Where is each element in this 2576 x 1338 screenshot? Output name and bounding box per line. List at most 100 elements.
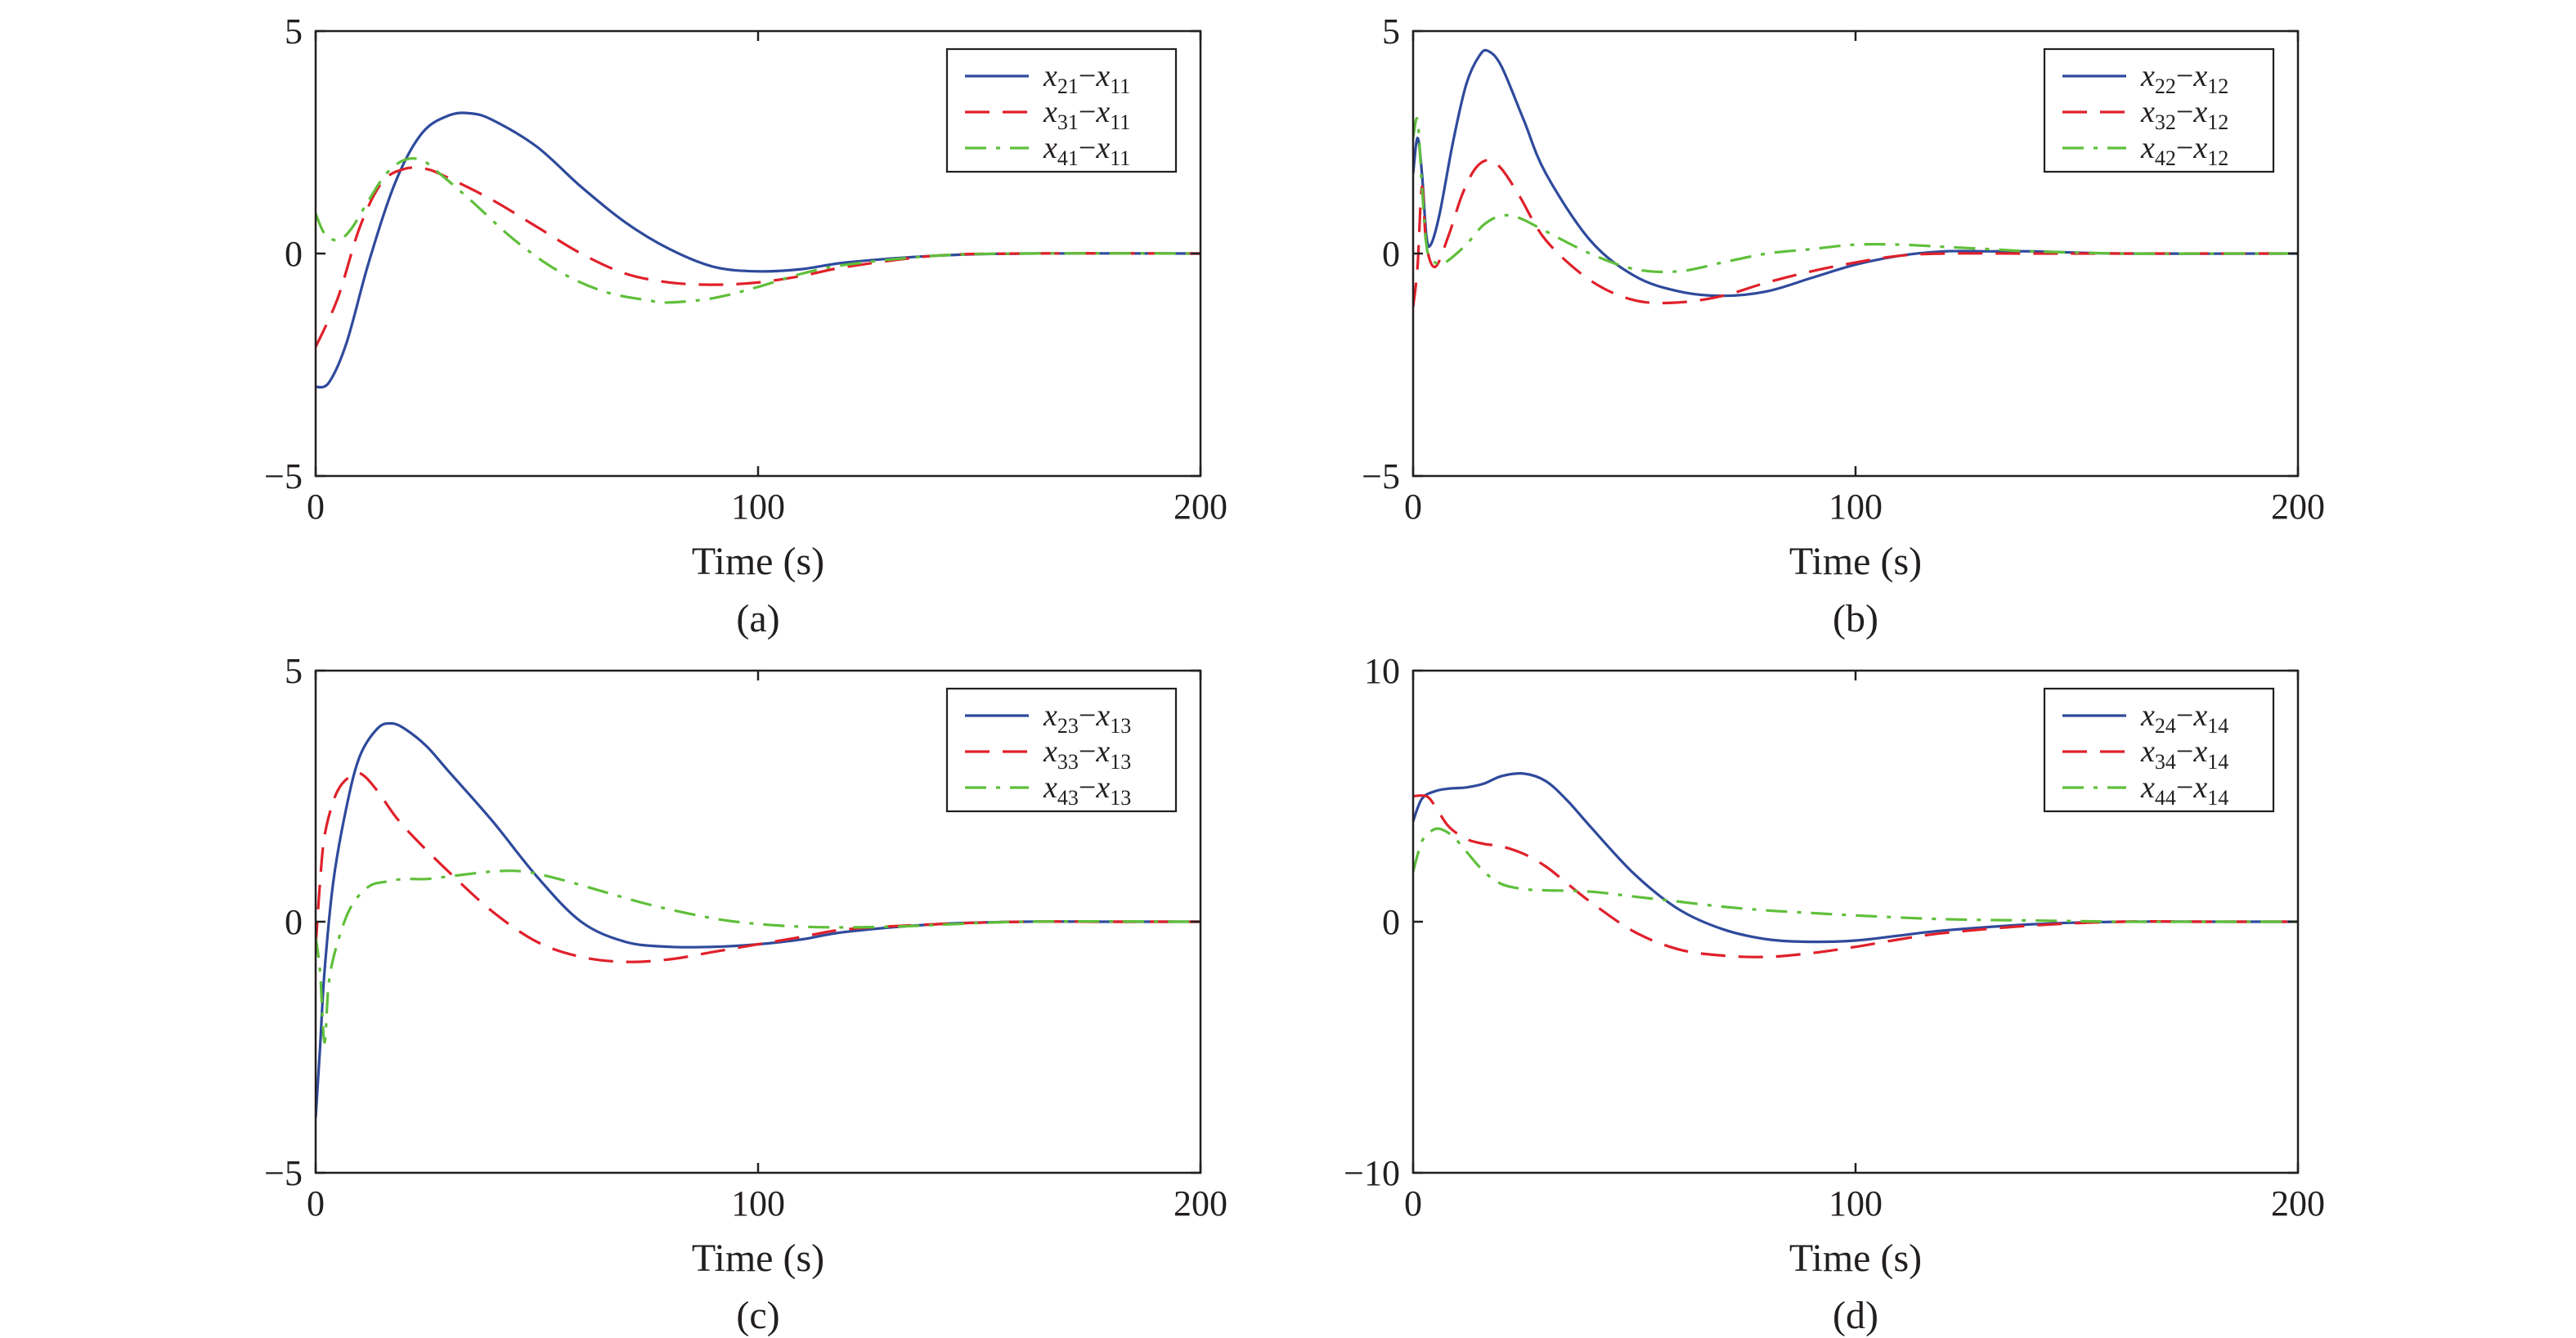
legend-minus: − xyxy=(2176,59,2193,93)
x-tick-label: 200 xyxy=(2271,487,2325,527)
legend-sub: 43 xyxy=(1057,786,1079,810)
x-tick-label: 200 xyxy=(2271,1183,2325,1224)
legend-var: x xyxy=(2192,770,2207,805)
legend-label: x34−x14 xyxy=(2140,734,2228,774)
series-line-2 xyxy=(316,166,1200,348)
y-tick-label: 0 xyxy=(285,234,303,274)
legend-minus: − xyxy=(1079,734,1096,769)
x-tick-label: 0 xyxy=(1404,487,1422,527)
series-line-3 xyxy=(1413,827,2298,923)
y-tick-label: −5 xyxy=(264,1153,303,1193)
y-tick-label: 0 xyxy=(1382,234,1400,274)
legend-sub: 44 xyxy=(2155,786,2176,810)
legend-label: x24−x14 xyxy=(2140,698,2228,738)
panel-caption: (a) xyxy=(736,597,779,640)
legend-var: x xyxy=(1043,734,1057,769)
legend-var: x xyxy=(1043,95,1057,129)
legend-label: x31−x11 xyxy=(1043,95,1130,134)
panel-caption: (b) xyxy=(1833,597,1878,640)
legend-minus: − xyxy=(2176,95,2193,129)
x-tick-label: 200 xyxy=(1174,1183,1227,1224)
x-axis-label: Time (s) xyxy=(1789,1237,1922,1280)
legend-box xyxy=(2043,47,2275,173)
x-tick-label: 200 xyxy=(1174,487,1227,527)
legend-sub: 33 xyxy=(1057,750,1079,774)
legend-var: x xyxy=(2140,770,2155,805)
legend-label: x44−x14 xyxy=(2140,770,2228,810)
legend-minus: − xyxy=(2176,734,2193,769)
legend-var: x xyxy=(1095,770,1110,805)
x-tick-label: 100 xyxy=(731,1183,785,1224)
legend-var: x xyxy=(1043,59,1057,93)
y-tick-label: 5 xyxy=(285,651,303,691)
panel-caption: (c) xyxy=(736,1294,779,1337)
legend-minus: − xyxy=(1079,131,1096,165)
legend-var: x xyxy=(2192,59,2207,93)
legend-var: x xyxy=(1043,698,1057,733)
legend-label: x23−x13 xyxy=(1043,698,1131,738)
legend-label: x42−x12 xyxy=(2140,131,2228,170)
series-line-3 xyxy=(1413,117,2298,274)
legend-sub: 34 xyxy=(2155,750,2176,774)
legend-var: x xyxy=(1043,131,1057,165)
y-tick-label: −5 xyxy=(1362,456,1400,496)
legend-label: x21−x11 xyxy=(1043,59,1130,98)
series-line-2 xyxy=(1413,794,2298,959)
legend-label: x32−x12 xyxy=(2140,95,2228,134)
y-tick-label: 5 xyxy=(1382,11,1400,52)
x-tick-label: 0 xyxy=(307,1183,325,1224)
legend-label: x41−x11 xyxy=(1043,131,1130,170)
legend-box xyxy=(945,687,1178,813)
x-tick-label: 0 xyxy=(1404,1183,1422,1224)
y-tick-label: −5 xyxy=(264,456,303,496)
legend-minus: − xyxy=(1079,770,1096,805)
series-line-3 xyxy=(316,157,1200,304)
x-axis-label: Time (s) xyxy=(692,540,824,583)
panel-caption: (d) xyxy=(1833,1294,1878,1337)
legend-box xyxy=(945,47,1178,173)
y-tick-label: −10 xyxy=(1344,1153,1400,1193)
legend-minus: − xyxy=(2176,131,2193,165)
legend-sub: 24 xyxy=(2155,714,2176,738)
y-tick-label: 0 xyxy=(1382,902,1400,942)
legend-sub: 31 xyxy=(1057,110,1079,134)
legend-var: x xyxy=(2140,734,2155,769)
y-tick-label: 0 xyxy=(285,902,303,942)
legend-minus: − xyxy=(1079,59,1096,93)
legend-label: x43−x13 xyxy=(1043,770,1131,810)
legend-sub: 11 xyxy=(1110,146,1130,170)
legend-var: x xyxy=(2192,95,2207,129)
legend-var: x xyxy=(2192,698,2207,733)
x-tick-label: 0 xyxy=(307,487,325,527)
legend-sub: 12 xyxy=(2207,146,2228,170)
legend-sub: 23 xyxy=(1057,714,1079,738)
legend-sub: 11 xyxy=(1110,110,1130,134)
legend-box xyxy=(2043,687,2275,813)
x-tick-label: 100 xyxy=(1829,487,1883,527)
legend-label: x22−x12 xyxy=(2140,59,2228,98)
legend-sub: 14 xyxy=(2207,750,2228,774)
legend-var: x xyxy=(2140,131,2155,165)
series-line-3 xyxy=(316,869,1200,1044)
legend-var: x xyxy=(2140,698,2155,733)
y-tick-label: 10 xyxy=(1364,651,1400,691)
series-line-1 xyxy=(1413,772,2298,944)
legend-sub: 11 xyxy=(1110,74,1130,98)
legend-var: x xyxy=(1095,59,1110,93)
x-tick-label: 100 xyxy=(731,487,785,527)
legend-sub: 22 xyxy=(2155,74,2176,98)
series-line-2 xyxy=(316,771,1200,963)
legend-sub: 13 xyxy=(1110,786,1131,810)
series-line-1 xyxy=(1413,48,2298,298)
legend-sub: 14 xyxy=(2207,786,2228,810)
y-tick-label: 5 xyxy=(285,11,303,52)
legend-sub: 14 xyxy=(2207,714,2228,738)
legend-var: x xyxy=(1095,698,1110,733)
legend-sub: 42 xyxy=(2155,146,2176,170)
x-tick-label: 100 xyxy=(1829,1183,1883,1224)
